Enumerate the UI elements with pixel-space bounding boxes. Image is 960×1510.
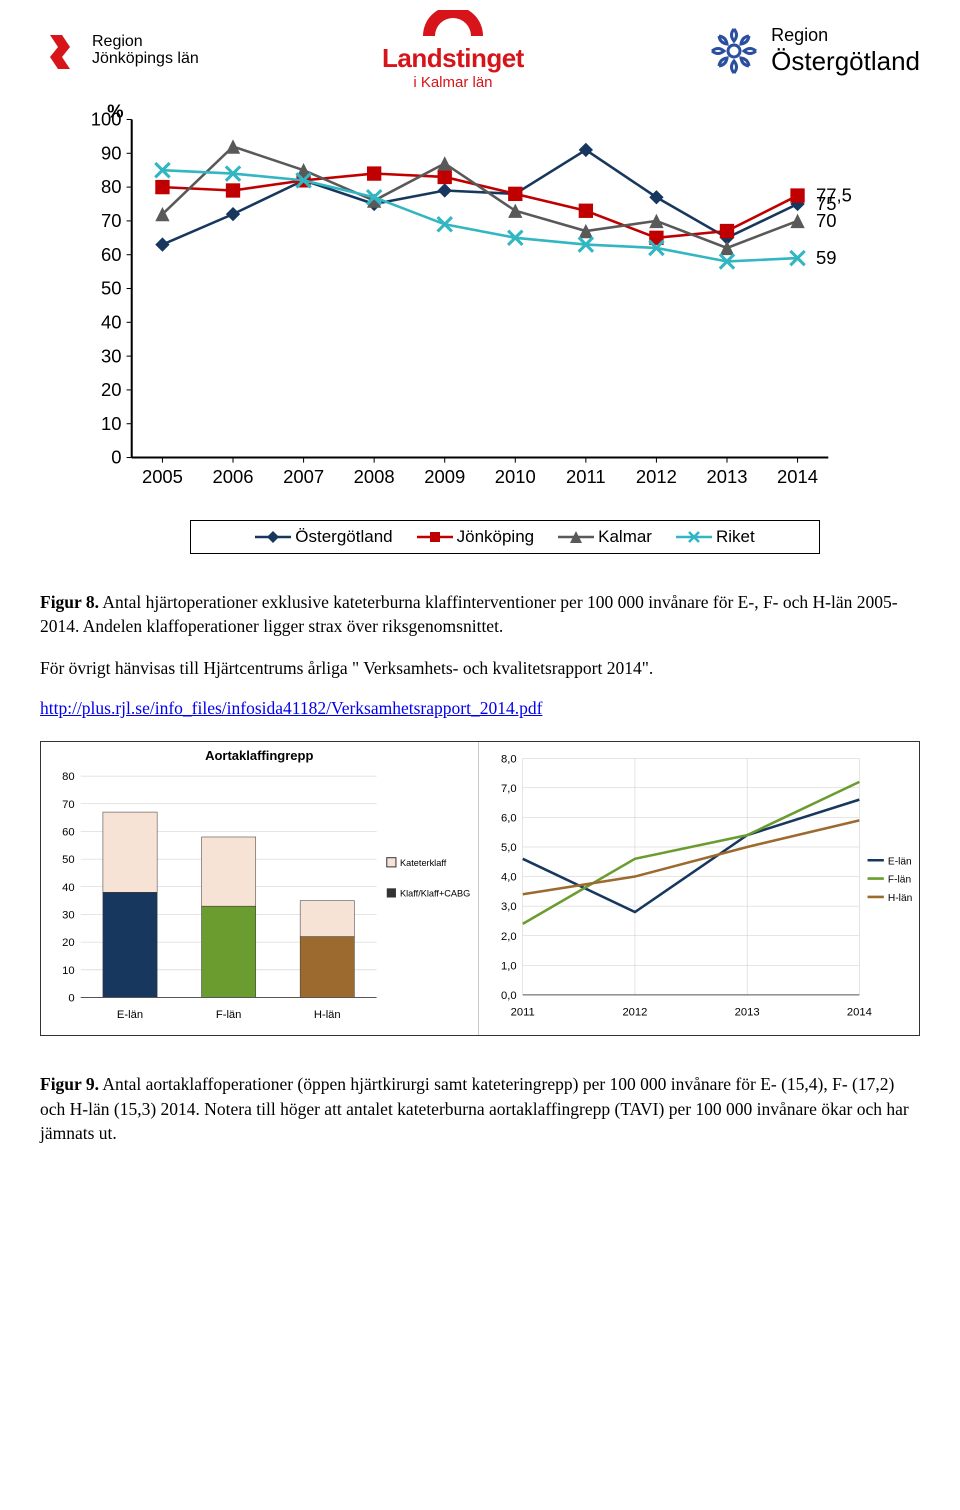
svg-text:H-län: H-län: [887, 893, 911, 904]
caption-2-text: Antal aortaklaffoperationer (öppen hjärt…: [40, 1074, 909, 1143]
svg-text:2006: 2006: [213, 466, 254, 487]
svg-text:3,0: 3,0: [500, 901, 516, 913]
svg-text:77,5: 77,5: [816, 185, 852, 206]
chart2a: 0 10 20 30 40 50 60 70 80 E-län F-län H-län Kateterk…: [45, 771, 474, 1026]
svg-text:50: 50: [101, 278, 122, 299]
svg-text:40: 40: [101, 311, 122, 332]
ref-text: För övrigt hänvisas till Hjärtcentrums å…: [40, 656, 920, 681]
svg-text:40: 40: [62, 882, 74, 894]
kalmar-arch-icon: [413, 10, 493, 38]
logo-bar: Region Jönköpings län Landstinget i Kalm…: [40, 10, 920, 91]
svg-text:1,0: 1,0: [500, 961, 516, 973]
svg-text:20: 20: [101, 379, 122, 400]
logo-jonkoping-line2: Jönköpings län: [92, 51, 199, 68]
svg-text:2012: 2012: [636, 466, 677, 487]
chart1-legend: Östergötland Jönköping Kalmar Riket: [190, 520, 820, 554]
legend-item: Kalmar: [558, 527, 652, 547]
logo-kalmar-top: Landstinget: [382, 43, 524, 74]
svg-text:2012: 2012: [622, 1007, 647, 1019]
logo-jonkoping: Region Jönköpings län: [40, 27, 199, 75]
svg-text:2013: 2013: [734, 1007, 759, 1019]
chart2a-cell: Aortaklaffingrepp 0 10 20 30 40 50 60 70 80 E-län…: [41, 742, 479, 1035]
legend-item: Östergötland: [255, 527, 392, 547]
svg-text:Kateterklaff: Kateterklaff: [400, 858, 447, 868]
svg-text:70: 70: [62, 799, 74, 811]
logo-ostergotland: Region Östergötland: [707, 24, 920, 78]
chart2a-title: Aortaklaffingrepp: [45, 748, 474, 763]
jonkoping-icon: [40, 27, 84, 75]
svg-text:30: 30: [62, 910, 74, 922]
svg-text:60: 60: [62, 827, 74, 839]
svg-text:H-län: H-län: [314, 1009, 341, 1021]
svg-text:2005: 2005: [142, 466, 183, 487]
logo-kalmar-sub: i Kalmar län: [382, 74, 524, 91]
svg-text:E-län: E-län: [117, 1009, 143, 1021]
logo-jonkoping-line1: Region: [92, 34, 199, 51]
svg-text:8,0: 8,0: [500, 754, 516, 766]
chart-row: Aortaklaffingrepp 0 10 20 30 40 50 60 70 80 E-län…: [40, 741, 920, 1036]
svg-text:4,0: 4,0: [500, 872, 516, 884]
svg-text:2011: 2011: [510, 1007, 534, 1019]
svg-text:Klaff/Klaff+CABG: Klaff/Klaff+CABG: [400, 889, 470, 899]
logo-oster-line1: Region: [771, 25, 920, 46]
svg-text:2011: 2011: [566, 466, 606, 487]
svg-text:F-län: F-län: [216, 1009, 242, 1021]
svg-text:F-län: F-län: [887, 875, 910, 886]
caption-1-fig: Figur 8.: [40, 592, 99, 612]
svg-text:2014: 2014: [846, 1007, 871, 1019]
svg-text:0,0: 0,0: [500, 990, 516, 1002]
svg-text:50: 50: [62, 854, 74, 866]
chart1: 0102030405060708090100%20052006200720082…: [60, 99, 900, 509]
svg-text:2014: 2014: [777, 466, 818, 487]
svg-text:2,0: 2,0: [500, 931, 516, 943]
svg-text:6,0: 6,0: [500, 813, 516, 825]
svg-text:2010: 2010: [495, 466, 536, 487]
svg-text:E-län: E-län: [887, 857, 911, 868]
svg-text:80: 80: [62, 771, 74, 783]
ostergotland-icon: [707, 24, 761, 78]
svg-text:2013: 2013: [706, 466, 747, 487]
svg-text:59: 59: [816, 247, 837, 268]
svg-text:%: %: [107, 100, 123, 121]
svg-text:10: 10: [62, 965, 74, 977]
svg-text:5,0: 5,0: [500, 842, 516, 854]
svg-text:0: 0: [111, 447, 121, 468]
logo-kalmar: Landstinget i Kalmar län: [382, 10, 524, 91]
svg-text:90: 90: [101, 142, 122, 163]
logo-oster-line2: Östergötland: [771, 46, 920, 77]
chart2b-cell: 0,0 1,0 2,0 3,0 4,0 5,0 6,0 7,0 8,0 2011 2012 2013 2…: [483, 742, 920, 1035]
chart1-container: 0102030405060708090100%20052006200720082…: [60, 99, 900, 554]
svg-text:20: 20: [62, 937, 74, 949]
svg-text:7,0: 7,0: [500, 783, 516, 795]
caption-1: Figur 8. Antal hjärtoperationer exklusiv…: [40, 590, 920, 639]
svg-text:2007: 2007: [283, 466, 324, 487]
svg-text:2008: 2008: [354, 466, 395, 487]
chart2b: 0,0 1,0 2,0 3,0 4,0 5,0 6,0 7,0 8,0 2011 2012 2013 2…: [487, 748, 916, 1023]
caption-2-fig: Figur 9.: [40, 1074, 99, 1094]
pdf-link[interactable]: http://plus.rjl.se/info_files/infosida41…: [40, 698, 920, 719]
svg-text:70: 70: [101, 210, 122, 231]
svg-text:10: 10: [101, 413, 122, 434]
svg-text:60: 60: [101, 244, 122, 265]
caption-2: Figur 9. Antal aortaklaffoperationer (öp…: [40, 1072, 920, 1146]
svg-text:0: 0: [68, 993, 74, 1005]
caption-1-text: Antal hjärtoperationer exklusive kateter…: [40, 592, 898, 637]
svg-text:70: 70: [816, 210, 837, 231]
svg-text:80: 80: [101, 176, 122, 197]
legend-item: Jönköping: [417, 527, 535, 547]
svg-text:30: 30: [101, 345, 122, 366]
svg-text:2009: 2009: [424, 466, 465, 487]
legend-item: Riket: [676, 527, 755, 547]
